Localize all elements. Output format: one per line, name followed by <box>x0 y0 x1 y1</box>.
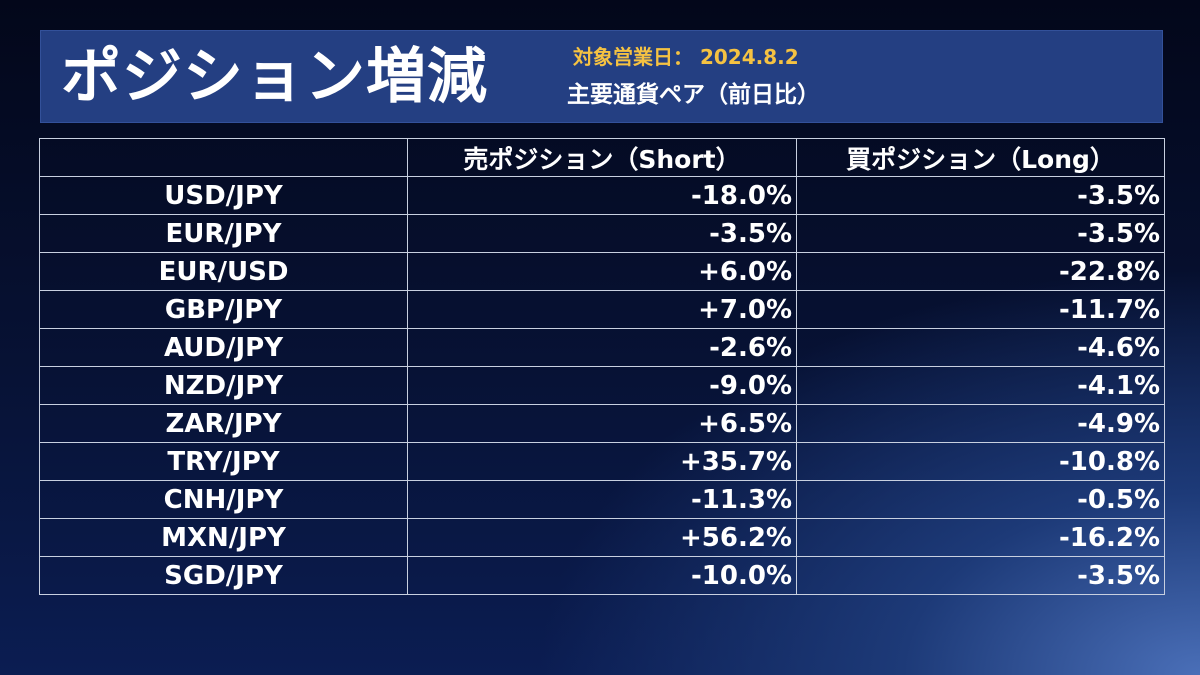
table-row: USD/JPY -18.0% -3.5% <box>39 176 1165 215</box>
header-cell-long: 買ポジション（Long） <box>796 138 1165 177</box>
short-change-cell: -9.0% <box>407 366 797 405</box>
short-change-cell: +7.0% <box>407 290 797 329</box>
pair-cell: NZD/JPY <box>39 366 408 405</box>
long-change-cell: -4.9% <box>796 404 1165 443</box>
pair-cell: EUR/USD <box>39 252 408 291</box>
pair-cell: MXN/JPY <box>39 518 408 557</box>
table-row: SGD/JPY -10.0% -3.5% <box>39 556 1165 595</box>
long-change-cell: -4.1% <box>796 366 1165 405</box>
short-change-cell: -11.3% <box>407 480 797 519</box>
short-change-cell: +6.0% <box>407 252 797 291</box>
long-change-cell: -3.5% <box>796 176 1165 215</box>
table-header-row: 売ポジション（Short） 買ポジション（Long） <box>39 138 1165 177</box>
table-row: MXN/JPY +56.2% -16.2% <box>39 518 1165 557</box>
table-row: AUD/JPY -2.6% -4.6% <box>39 328 1165 367</box>
header-cell-short: 売ポジション（Short） <box>407 138 797 177</box>
pair-cell: GBP/JPY <box>39 290 408 329</box>
table-row: CNH/JPY -11.3% -0.5% <box>39 480 1165 519</box>
pair-cell: SGD/JPY <box>39 556 408 595</box>
table-row: TRY/JPY +35.7% -10.8% <box>39 442 1165 481</box>
long-change-cell: -4.6% <box>796 328 1165 367</box>
pair-cell: ZAR/JPY <box>39 404 408 443</box>
pair-cell: TRY/JPY <box>39 442 408 481</box>
table-row: EUR/USD +6.0% -22.8% <box>39 252 1165 291</box>
title-banner: ポジション増減 対象営業日： 2024.8.2 主要通貨ペア（前日比） <box>40 30 1163 123</box>
short-change-cell: +35.7% <box>407 442 797 481</box>
table-row: EUR/JPY -3.5% -3.5% <box>39 214 1165 253</box>
header-cell-pair <box>39 138 408 177</box>
table-row: NZD/JPY -9.0% -4.1% <box>39 366 1165 405</box>
long-change-cell: -11.7% <box>796 290 1165 329</box>
short-change-cell: +6.5% <box>407 404 797 443</box>
page-subtitle: 主要通貨ペア（前日比） <box>567 82 820 108</box>
long-change-cell: -3.5% <box>796 556 1165 595</box>
position-change-table: 売ポジション（Short） 買ポジション（Long） USD/JPY -18.0%… <box>39 138 1165 595</box>
short-change-cell: -18.0% <box>407 176 797 215</box>
table-row: GBP/JPY +7.0% -11.7% <box>39 290 1165 329</box>
pair-cell: CNH/JPY <box>39 480 408 519</box>
long-change-cell: -22.8% <box>796 252 1165 291</box>
long-change-cell: -3.5% <box>796 214 1165 253</box>
pair-cell: AUD/JPY <box>39 328 408 367</box>
business-date: 対象営業日： 2024.8.2 <box>573 45 799 69</box>
long-change-cell: -0.5% <box>796 480 1165 519</box>
long-change-cell: -16.2% <box>796 518 1165 557</box>
table-row: ZAR/JPY +6.5% -4.9% <box>39 404 1165 443</box>
pair-cell: EUR/JPY <box>39 214 408 253</box>
page-title: ポジション増減 <box>61 42 488 112</box>
long-change-cell: -10.8% <box>796 442 1165 481</box>
short-change-cell: +56.2% <box>407 518 797 557</box>
table-body: USD/JPY -18.0% -3.5% EUR/JPY -3.5% -3.5% EUR/U… <box>39 176 1165 595</box>
short-change-cell: -10.0% <box>407 556 797 595</box>
short-change-cell: -2.6% <box>407 328 797 367</box>
pair-cell: USD/JPY <box>39 176 408 215</box>
short-change-cell: -3.5% <box>407 214 797 253</box>
